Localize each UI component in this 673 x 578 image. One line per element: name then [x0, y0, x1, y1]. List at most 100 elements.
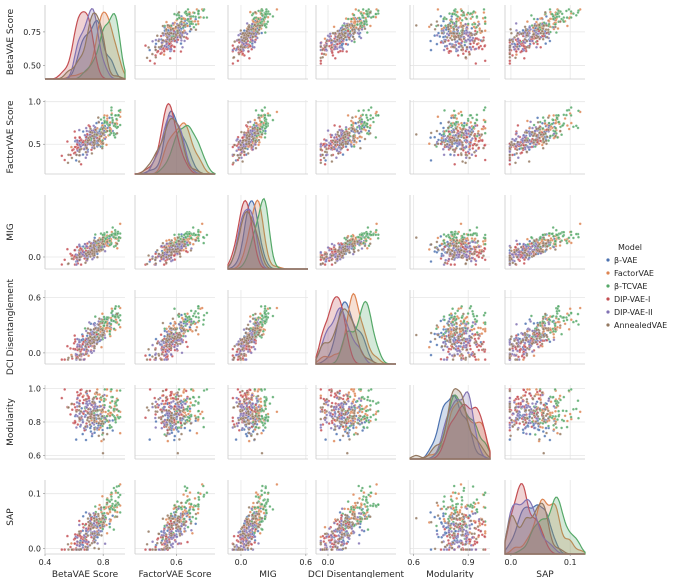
scatter-point	[544, 139, 548, 143]
scatter-point	[172, 45, 176, 49]
scatter-point	[523, 25, 527, 29]
scatter-point	[429, 48, 433, 52]
scatter-point	[147, 46, 151, 49]
scatter-point	[508, 38, 512, 42]
scatter-point	[369, 24, 372, 28]
scatter-point	[242, 153, 246, 157]
scatter-point	[466, 22, 470, 26]
scatter-point	[535, 39, 539, 43]
scatter-point	[96, 116, 100, 119]
scatter-point	[99, 248, 103, 251]
scatter-point	[483, 44, 487, 48]
scatter-point	[369, 230, 373, 234]
scatter-point	[81, 130, 85, 133]
scatter-point	[475, 226, 479, 229]
scatter-point	[271, 118, 275, 122]
scatter-point	[449, 153, 452, 157]
scatter-point	[69, 145, 73, 149]
scatter-point	[79, 162, 83, 166]
scatter-point	[369, 106, 373, 109]
scatter-point	[325, 147, 329, 151]
scatter-point	[255, 20, 259, 23]
scatter-point	[569, 113, 573, 117]
scatter-point	[321, 153, 324, 157]
scatter-point	[554, 134, 557, 138]
scatter-point	[557, 236, 561, 240]
scatter-point	[554, 25, 557, 29]
scatter-point	[458, 16, 462, 20]
scatter-point	[509, 143, 513, 147]
scatter-point	[257, 28, 261, 32]
scatter-point	[356, 129, 360, 133]
scatter-point	[522, 262, 526, 265]
scatter-point	[93, 247, 96, 251]
scatter-point	[108, 116, 111, 120]
scatter-point	[453, 251, 457, 254]
scatter-point	[429, 23, 433, 27]
scatter-point	[70, 148, 74, 152]
scatter-point	[77, 128, 81, 132]
scatter-point	[530, 13, 533, 17]
scatter-point	[351, 116, 354, 119]
scatter-point	[256, 30, 260, 34]
scatter-point	[275, 110, 279, 114]
scatter-point	[368, 10, 372, 14]
panel-2-2	[227, 195, 308, 270]
scatter-point	[463, 121, 466, 125]
scatter-point	[452, 238, 456, 242]
scatter-point	[160, 41, 164, 45]
scatter-point	[325, 255, 329, 259]
scatter-point	[179, 50, 183, 53]
scatter-point	[468, 228, 472, 232]
scatter-point	[453, 232, 457, 236]
scatter-point	[376, 9, 380, 13]
scatter-point	[574, 232, 578, 236]
scatter-point	[356, 20, 360, 23]
scatter-point	[429, 131, 433, 135]
scatter-point	[236, 45, 240, 49]
scatter-point	[340, 146, 344, 150]
scatter-point	[325, 39, 329, 43]
scatter-point	[443, 241, 446, 245]
scatter-point	[250, 39, 254, 42]
scatter-point	[241, 139, 245, 143]
panel-1-3	[315, 100, 396, 175]
scatter-point	[84, 156, 88, 160]
scatter-point	[433, 135, 437, 139]
scatter-point	[516, 37, 520, 41]
scatter-point	[464, 153, 468, 157]
scatter-point	[566, 124, 569, 127]
scatter-point	[460, 41, 463, 45]
scatter-point	[351, 252, 355, 256]
scatter-point	[539, 45, 543, 49]
scatter-point	[462, 249, 466, 253]
scatter-point	[446, 126, 450, 130]
scatter-point	[156, 49, 160, 53]
scatter-point	[341, 254, 344, 258]
scatter-point	[160, 244, 164, 248]
scatter-point	[70, 253, 74, 257]
scatter-point	[442, 48, 446, 52]
scatter-point	[472, 25, 476, 29]
scatter-point	[366, 235, 370, 239]
scatter-point	[468, 45, 472, 49]
scatter-point	[176, 31, 180, 35]
scatter-point	[439, 234, 443, 238]
scatter-point	[464, 253, 468, 257]
scatter-point	[567, 236, 571, 240]
scatter-point	[363, 20, 366, 24]
scatter-point	[201, 9, 205, 13]
scatter-point	[514, 161, 517, 165]
scatter-point	[482, 146, 485, 150]
scatter-point	[457, 123, 461, 126]
scatter-point	[145, 262, 149, 266]
scatter-point	[328, 35, 331, 38]
scatter-point	[358, 139, 362, 143]
scatter-point	[165, 242, 169, 245]
scatter-point	[253, 10, 257, 14]
scatter-point	[532, 123, 536, 127]
scatter-point	[90, 151, 94, 155]
scatter-point	[442, 29, 445, 33]
scatter-point	[357, 120, 360, 124]
scatter-point	[113, 122, 117, 126]
